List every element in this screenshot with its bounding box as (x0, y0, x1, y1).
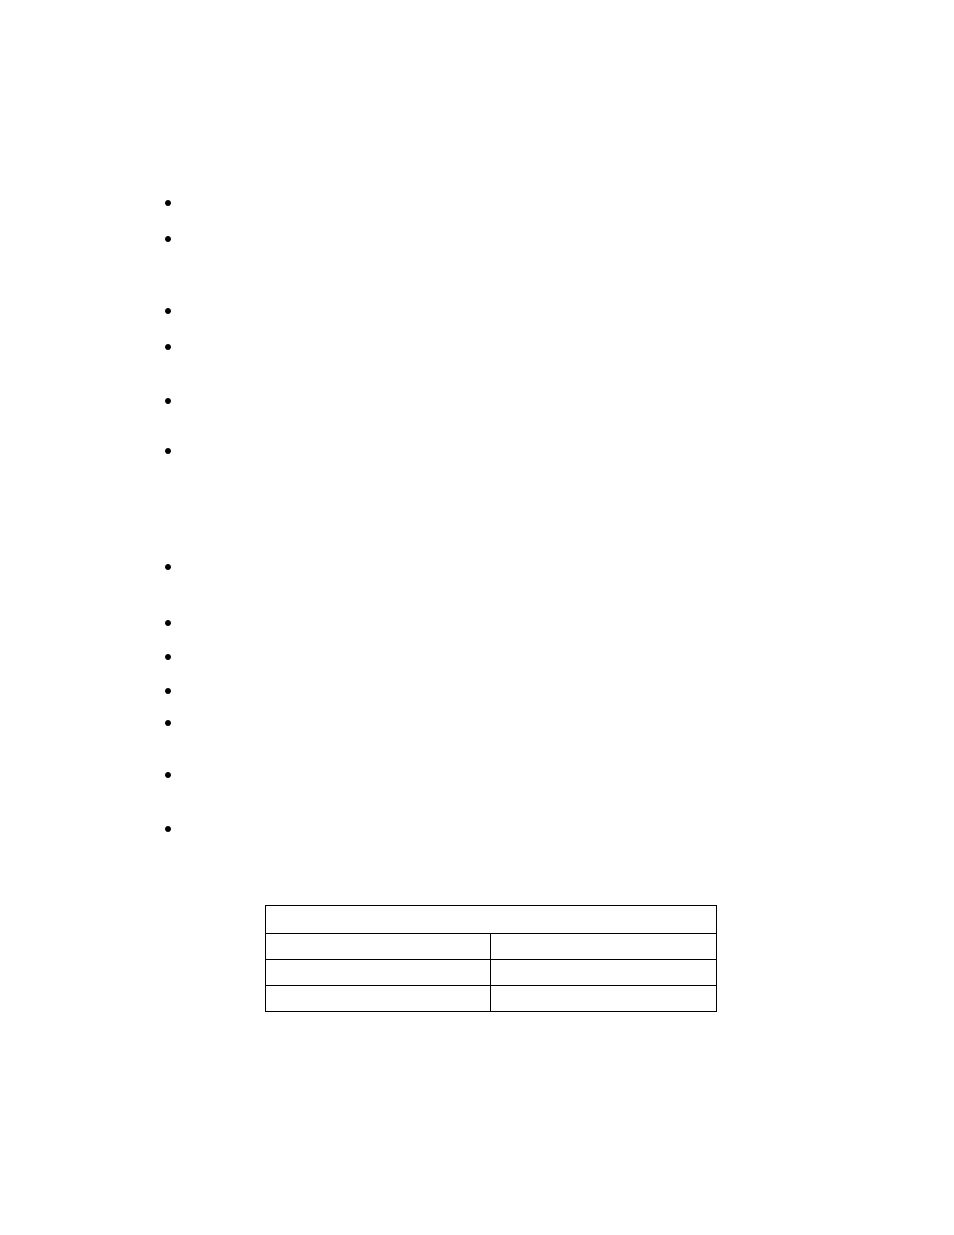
bullet-icon (165, 344, 171, 350)
table-row (266, 960, 717, 986)
list-item (165, 683, 805, 697)
data-table (265, 905, 717, 1012)
bullet-icon (165, 772, 171, 778)
bullet-icon (165, 398, 171, 404)
bullet-icon (165, 826, 171, 832)
bullet-icon (165, 200, 171, 206)
list-item (165, 231, 805, 245)
document-page (165, 195, 805, 1012)
table-cell (266, 960, 491, 986)
bullet-icon (165, 720, 171, 726)
list-item (165, 767, 805, 781)
bullet-icon (165, 448, 171, 454)
table-row (266, 986, 717, 1012)
list-item (165, 443, 805, 457)
table-container (265, 905, 805, 1012)
bullet-icon (165, 654, 171, 660)
list-item (165, 195, 805, 209)
table-row (266, 934, 717, 960)
table-cell (490, 986, 717, 1012)
bullet-list-1 (165, 195, 805, 457)
bullet-icon (165, 688, 171, 694)
list-item (165, 303, 805, 317)
bullet-icon (165, 564, 171, 570)
list-item (165, 559, 805, 573)
table-cell (490, 934, 717, 960)
table-cell (266, 934, 491, 960)
list-item (165, 649, 805, 663)
bullet-icon (165, 236, 171, 242)
list-item (165, 339, 805, 353)
table-header-row (266, 906, 717, 934)
list-item (165, 821, 805, 835)
list-item (165, 393, 805, 407)
table-cell (266, 986, 491, 1012)
table-cell (490, 960, 717, 986)
bullet-icon (165, 308, 171, 314)
bullet-list-2 (165, 559, 805, 835)
section-gap (165, 479, 805, 559)
list-item (165, 615, 805, 629)
table-header-cell (266, 906, 717, 934)
bullet-icon (165, 620, 171, 626)
list-item (165, 715, 805, 729)
